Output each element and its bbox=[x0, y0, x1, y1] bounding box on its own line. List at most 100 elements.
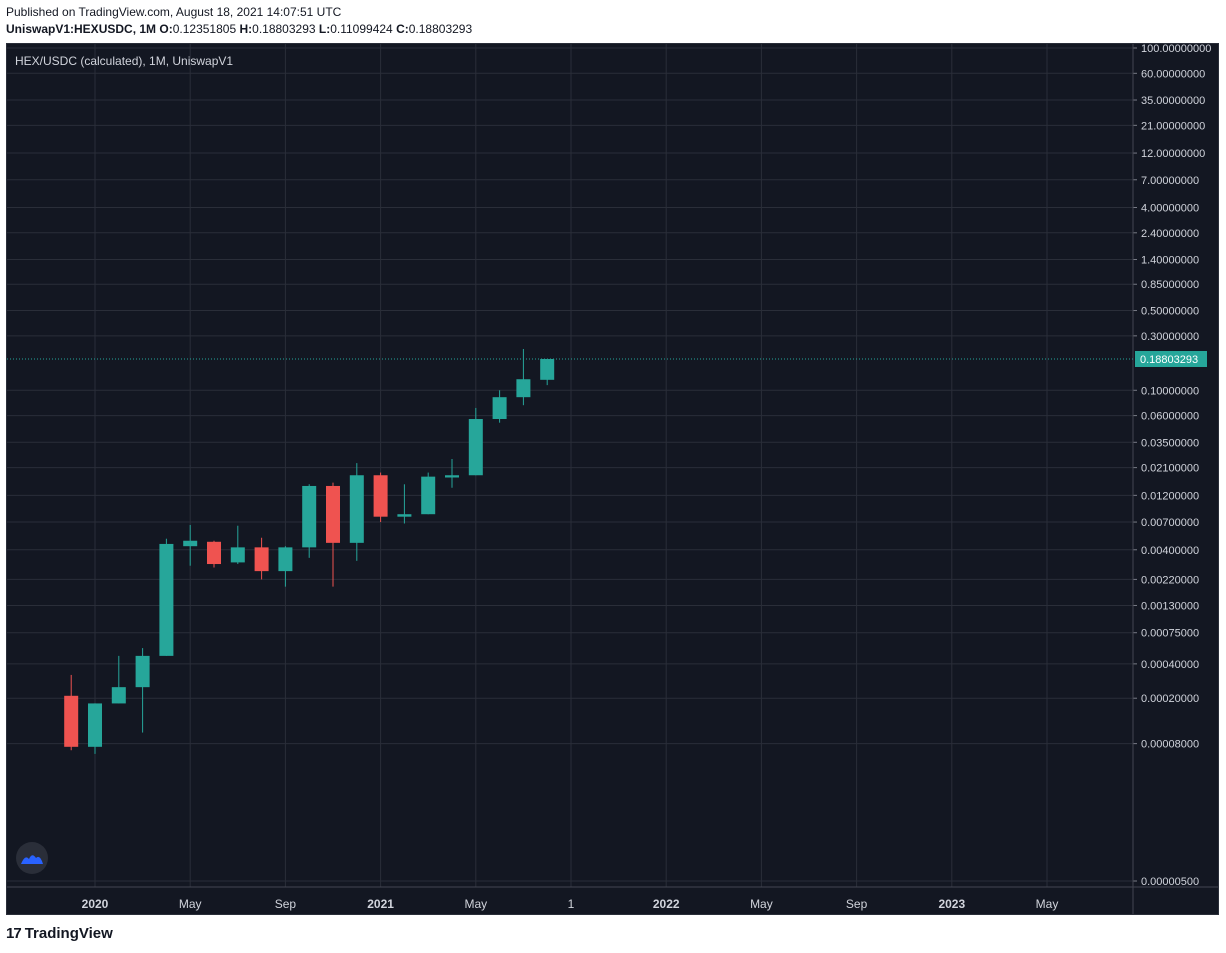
symbol-label: UniswapV1:HEXUSDC, 1M bbox=[6, 22, 157, 36]
candle-body bbox=[349, 475, 364, 543]
y-tick-label: 0.00020000 bbox=[1141, 693, 1199, 705]
x-tick-label: 2022 bbox=[653, 897, 680, 911]
y-tick-label: 0.02100000 bbox=[1141, 463, 1199, 475]
close-value: 0.18803293 bbox=[408, 22, 473, 36]
candle-body bbox=[183, 540, 198, 547]
published-note: Published on TradingView.com, August 18,… bbox=[6, 5, 342, 19]
y-tick-label: 0.00220000 bbox=[1141, 574, 1199, 586]
y-tick-label: 35.00000000 bbox=[1141, 95, 1205, 107]
candles bbox=[64, 349, 555, 754]
tradingview-logo[interactable]: 17 TradingView bbox=[6, 925, 113, 942]
y-tick-label: 60.00000000 bbox=[1141, 68, 1205, 80]
candle[interactable] bbox=[230, 525, 245, 565]
candle-body bbox=[111, 687, 126, 704]
time-axis: 2020 May Sep 2021 May 1 2022 May Sep 2023 May bbox=[7, 886, 1218, 911]
y-tick-label: 0.30000000 bbox=[1141, 331, 1199, 343]
candle-body bbox=[492, 397, 507, 420]
x-tick-label: 2021 bbox=[367, 897, 394, 911]
y-tick-label: 1.40000000 bbox=[1141, 255, 1199, 267]
candle[interactable] bbox=[254, 537, 269, 580]
candle[interactable] bbox=[326, 482, 340, 587]
high-value: 0.18803293 bbox=[252, 22, 316, 36]
y-tick-label: 0.01200000 bbox=[1141, 490, 1199, 502]
candle[interactable] bbox=[540, 358, 555, 386]
current-price-label: 0.18803293 bbox=[1140, 354, 1198, 366]
y-tick-label: 0.00700000 bbox=[1141, 517, 1199, 529]
x-tick-label: May bbox=[1036, 897, 1059, 911]
y-tick-label: 7.00000000 bbox=[1141, 175, 1199, 187]
candle-body bbox=[373, 475, 388, 517]
candle[interactable] bbox=[397, 484, 412, 524]
y-tick-label: 4.00000000 bbox=[1141, 202, 1199, 214]
candle-body bbox=[540, 358, 555, 380]
candle[interactable] bbox=[88, 703, 102, 754]
low-value: 0.11099424 bbox=[330, 22, 393, 36]
candle[interactable] bbox=[421, 472, 436, 515]
x-tick-label: May bbox=[179, 897, 202, 911]
tradingview-watermark-icon[interactable] bbox=[16, 842, 48, 874]
candle[interactable] bbox=[183, 524, 198, 566]
y-tick-label: 0.03500000 bbox=[1141, 437, 1199, 449]
candle[interactable] bbox=[445, 458, 459, 488]
watermark-cloud bbox=[21, 855, 43, 864]
x-tick-label: 2023 bbox=[938, 897, 965, 911]
candle[interactable] bbox=[373, 472, 388, 523]
candle[interactable] bbox=[302, 484, 317, 558]
tradingview-logo-icon: 17 bbox=[6, 925, 22, 942]
x-tick-label: 1 bbox=[568, 897, 575, 911]
candle[interactable] bbox=[516, 349, 531, 406]
x-tick-label: Sep bbox=[846, 897, 868, 911]
y-tick-label: 0.00040000 bbox=[1141, 659, 1199, 671]
candle-body bbox=[159, 543, 174, 656]
y-tick-label: 0.00130000 bbox=[1141, 600, 1199, 612]
y-tick-label: 0.00008000 bbox=[1141, 739, 1199, 751]
y-tick-label: 0.50000000 bbox=[1141, 306, 1199, 318]
high-label: H: bbox=[239, 22, 253, 36]
y-tick-label: 0.00400000 bbox=[1141, 545, 1199, 557]
candle[interactable] bbox=[135, 648, 150, 733]
x-tick-label: May bbox=[464, 897, 487, 911]
candle-body bbox=[230, 547, 245, 563]
y-tick-label: 0.85000000 bbox=[1141, 279, 1199, 291]
candle-body bbox=[516, 379, 531, 398]
candle[interactable] bbox=[111, 655, 126, 704]
x-tick-label: May bbox=[750, 897, 773, 911]
candle-body bbox=[278, 547, 293, 572]
y-tick-label: 0.00000500 bbox=[1141, 876, 1199, 888]
candle[interactable] bbox=[349, 463, 364, 561]
y-tick-label: 100.00000000 bbox=[1141, 44, 1211, 55]
y-tick-label: 12.00000000 bbox=[1141, 148, 1205, 160]
candle[interactable] bbox=[64, 674, 79, 751]
candle[interactable] bbox=[278, 546, 293, 587]
candle[interactable] bbox=[468, 407, 483, 476]
y-tick-label: 0.10000000 bbox=[1141, 385, 1199, 397]
tradingview-brand: TradingView bbox=[24, 925, 113, 942]
low-label: L: bbox=[318, 22, 331, 36]
candlestick-chart[interactable]: 100.00000000 60.00000000 35.00000000 21.000… bbox=[7, 44, 1218, 914]
price-axis: 100.00000000 60.00000000 35.00000000 21.000… bbox=[7, 44, 1211, 914]
y-tick-label: 2.40000000 bbox=[1141, 228, 1199, 240]
candle-body bbox=[302, 485, 317, 548]
ohlc-legend: UniswapV1:HEXUSDC, 1M O:0.12351805 H:0.1… bbox=[6, 22, 472, 36]
candle-body bbox=[468, 419, 483, 476]
candle-body bbox=[421, 476, 436, 515]
chart-frame[interactable]: 100.00000000 60.00000000 35.00000000 21.000… bbox=[6, 43, 1219, 915]
candle-body bbox=[135, 655, 150, 688]
grid-lines bbox=[7, 44, 1133, 887]
candle[interactable] bbox=[159, 538, 174, 656]
open-label: O: bbox=[159, 22, 173, 36]
candle-body bbox=[397, 514, 412, 517]
candle-body bbox=[254, 547, 269, 572]
candle-body bbox=[445, 475, 459, 478]
y-tick-label: 0.00075000 bbox=[1141, 628, 1199, 640]
x-tick-label: Sep bbox=[275, 897, 297, 911]
y-tick-label: 0.06000000 bbox=[1141, 411, 1199, 423]
candle-body bbox=[326, 485, 340, 543]
x-tick-label: 2020 bbox=[82, 897, 109, 911]
candle-body bbox=[88, 703, 102, 747]
candle[interactable] bbox=[492, 390, 507, 423]
candle[interactable] bbox=[207, 540, 221, 568]
chart-title: HEX/USDC (calculated), 1M, UniswapV1 bbox=[15, 54, 233, 68]
y-tick-label: 21.00000000 bbox=[1141, 120, 1205, 132]
current-price-badge bbox=[1135, 350, 1207, 367]
